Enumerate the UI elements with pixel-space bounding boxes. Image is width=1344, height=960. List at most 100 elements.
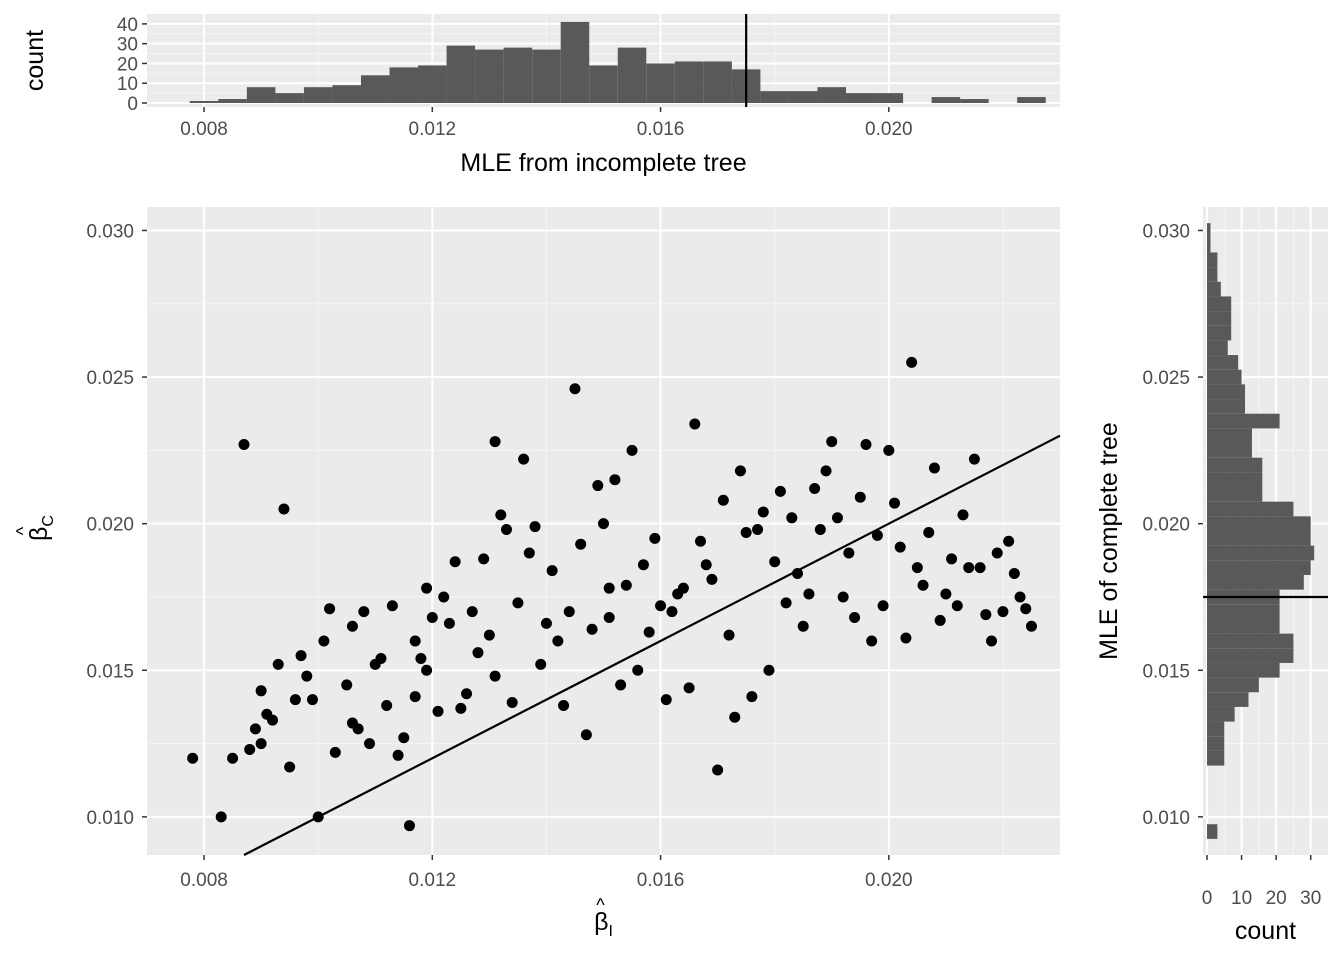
scatter-point <box>774 485 786 497</box>
right-histogram-bar <box>1207 296 1232 312</box>
right-histogram-bar <box>1207 574 1304 590</box>
right-histogram-bar <box>1207 457 1263 473</box>
scatter-point <box>432 705 444 717</box>
scatter-point <box>849 611 861 623</box>
scatter-point <box>917 579 929 591</box>
right-histogram-bar <box>1207 223 1211 238</box>
top-histogram-bar <box>846 93 875 103</box>
right-histogram-bar <box>1207 662 1280 678</box>
x-axis-symbol: β <box>594 908 608 936</box>
scatter-point <box>900 632 912 644</box>
scatter-point <box>483 629 495 641</box>
scatter-point <box>717 494 729 506</box>
scatter-point <box>826 436 838 448</box>
scatter-point <box>769 556 781 568</box>
scatter-point <box>620 579 632 591</box>
scatter-point <box>991 547 1003 559</box>
top-y-tick-label: 20 <box>117 54 138 75</box>
right-histogram-bar <box>1207 252 1218 268</box>
top-histogram-bar <box>189 101 219 103</box>
right-histogram-bar <box>1207 384 1246 400</box>
scatter-point <box>877 600 889 612</box>
right-histogram-bar <box>1207 677 1259 693</box>
scatter-point <box>289 694 301 706</box>
right-histogram-bar <box>1207 648 1294 663</box>
right-histogram-bar <box>1207 237 1211 253</box>
scatter-point <box>478 553 490 565</box>
scatter-point <box>757 506 769 518</box>
scatter-point <box>272 658 284 670</box>
scatter-point <box>866 635 878 647</box>
scatter-point <box>500 524 512 536</box>
scatter-panel: 0.010 0.015 0.020 0.025 0.030 0.008 0.012 0.016… <box>13 207 1061 940</box>
scatter-point <box>689 418 701 430</box>
top-histogram-bar <box>1017 97 1046 103</box>
scatter-point <box>746 691 758 703</box>
scatter-point <box>752 524 764 536</box>
top-histogram-bar <box>418 65 447 103</box>
scatter-point <box>980 609 992 621</box>
scatter-point <box>529 521 541 533</box>
right-histogram-bar <box>1207 443 1252 458</box>
top-histogram-bar <box>960 99 989 103</box>
scatter-point <box>1003 535 1015 547</box>
scatter-point <box>535 658 547 670</box>
top-y-tick-label: 0 <box>127 94 138 115</box>
top-histogram-bar <box>788 91 818 103</box>
right-histogram-bar <box>1207 706 1235 722</box>
scatter-point <box>421 664 433 676</box>
scatter-y-tick-label: 0.015 <box>86 661 134 682</box>
scatter-point <box>301 670 313 682</box>
right-histogram-bar <box>1207 355 1239 370</box>
scatter-point <box>324 603 336 615</box>
scatter-point <box>215 811 227 823</box>
y-axis-symbol: β <box>25 527 53 541</box>
scatter-point <box>546 565 558 577</box>
scatter-point <box>780 597 792 609</box>
scatter-point <box>831 512 843 524</box>
scatter-background <box>147 207 1060 855</box>
y-axis-hat-mark: ^ <box>13 526 33 535</box>
scatter-point <box>1025 620 1037 632</box>
scatter-point <box>660 694 672 706</box>
y-axis-subscript: C <box>40 515 57 527</box>
top-histogram-bar <box>389 67 419 103</box>
scatter-point <box>814 524 826 536</box>
top-histogram-bar <box>446 45 476 103</box>
scatter-x-tick-label: 0.016 <box>637 870 685 891</box>
scatter-point <box>946 553 958 565</box>
scatter-point <box>438 591 450 603</box>
scatter-point <box>187 752 199 764</box>
scatter-point <box>763 664 775 676</box>
scatter-reference-line <box>243 434 1061 856</box>
scatter-point <box>238 439 250 451</box>
scatter-point <box>392 749 404 761</box>
top-x-axis-title: MLE from incomplete tree <box>460 149 746 177</box>
scatter-point <box>575 538 587 550</box>
right-histogram-bar <box>1207 545 1315 561</box>
scatter-point <box>734 465 746 477</box>
scatter-point <box>375 653 387 665</box>
scatter-point <box>592 480 604 492</box>
scatter-point <box>883 444 895 456</box>
top-histogram-bar <box>532 49 561 103</box>
right-y-tick-label: 0.030 <box>1142 221 1190 242</box>
right-histogram-bar <box>1207 399 1246 414</box>
top-histogram-bar <box>503 47 533 103</box>
right-histogram-bar <box>1207 501 1294 517</box>
scatter-point <box>346 620 358 632</box>
right-histogram-bar <box>1207 736 1225 751</box>
scatter-point <box>809 482 821 494</box>
scatter-point <box>563 606 575 618</box>
top-histogram-bar <box>760 91 789 103</box>
right-histogram-bar <box>1207 267 1218 282</box>
scatter-point <box>700 559 712 571</box>
scatter-point <box>512 597 524 609</box>
right-histogram-bar <box>1207 325 1232 341</box>
scatter-point <box>552 635 564 647</box>
scatter-point <box>957 509 969 521</box>
scatter-point <box>341 679 353 691</box>
scatter-point <box>580 729 592 741</box>
scatter-point <box>666 606 678 618</box>
